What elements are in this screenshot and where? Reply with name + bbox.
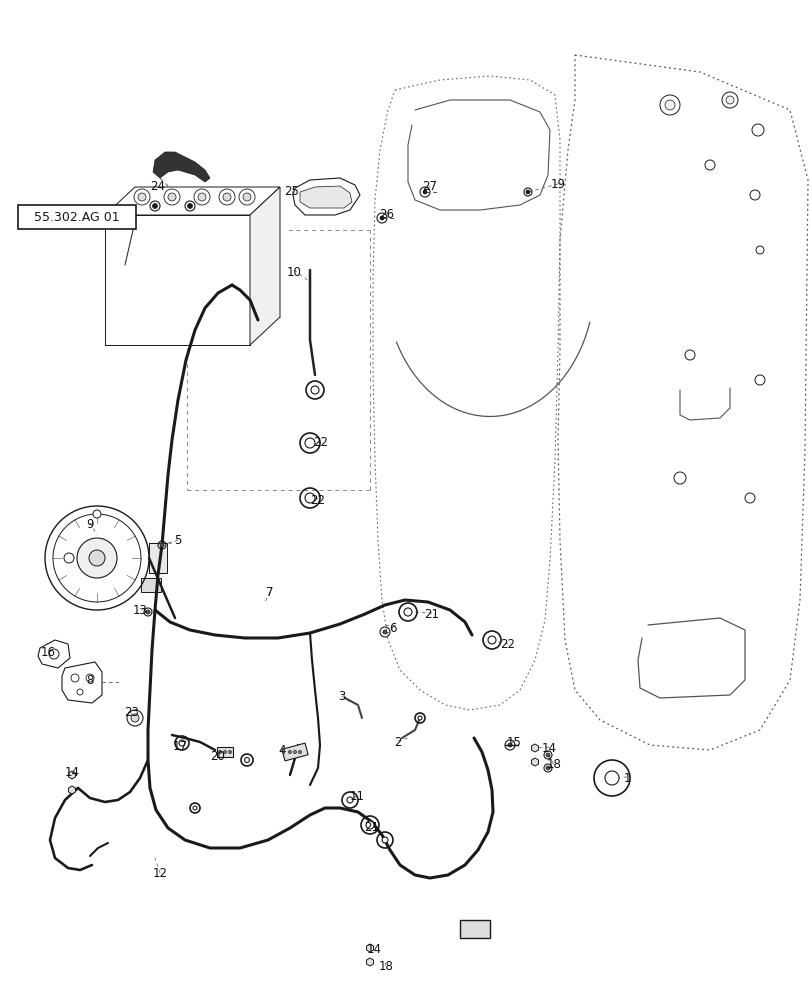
Circle shape: [146, 610, 150, 614]
Circle shape: [160, 543, 164, 547]
Circle shape: [228, 750, 231, 754]
Circle shape: [305, 438, 315, 448]
Circle shape: [346, 797, 353, 803]
Circle shape: [244, 758, 249, 762]
Text: 24: 24: [150, 180, 165, 193]
Circle shape: [311, 386, 319, 394]
Text: 22: 22: [313, 436, 328, 450]
Bar: [18, 205, 135, 229]
Text: 13: 13: [132, 603, 148, 616]
Polygon shape: [105, 215, 250, 345]
Circle shape: [193, 806, 197, 810]
Text: 5: 5: [174, 534, 182, 548]
Circle shape: [418, 716, 422, 720]
Polygon shape: [281, 743, 307, 761]
Text: 12: 12: [152, 867, 167, 880]
Polygon shape: [152, 152, 210, 182]
Text: 18: 18: [378, 960, 393, 973]
Text: 3: 3: [338, 690, 345, 704]
Circle shape: [380, 216, 384, 220]
Text: 18: 18: [546, 758, 560, 772]
Circle shape: [293, 750, 296, 754]
Polygon shape: [217, 747, 233, 757]
Circle shape: [366, 821, 374, 829]
Circle shape: [526, 190, 530, 194]
Polygon shape: [299, 186, 351, 208]
Text: 25: 25: [284, 185, 299, 198]
Text: 11: 11: [349, 790, 364, 803]
Text: 1: 1: [623, 772, 630, 784]
Circle shape: [383, 630, 387, 634]
Polygon shape: [366, 944, 373, 952]
Text: 27: 27: [422, 180, 437, 193]
Text: 22: 22: [500, 638, 515, 652]
Circle shape: [168, 193, 176, 201]
Text: 19: 19: [550, 178, 564, 191]
Circle shape: [89, 550, 105, 566]
Circle shape: [604, 771, 618, 785]
Text: 14: 14: [64, 766, 79, 780]
Text: 55.302.AG 01: 55.302.AG 01: [34, 211, 120, 224]
Text: 2: 2: [394, 735, 401, 748]
Bar: [460, 920, 489, 938]
Circle shape: [545, 766, 549, 770]
Polygon shape: [293, 178, 359, 215]
Circle shape: [218, 750, 221, 754]
Polygon shape: [62, 662, 102, 703]
Text: 14: 14: [366, 943, 381, 956]
Circle shape: [288, 750, 291, 754]
Circle shape: [187, 204, 192, 209]
Polygon shape: [68, 771, 75, 779]
Circle shape: [298, 750, 301, 754]
Text: 21: 21: [424, 607, 439, 620]
Circle shape: [93, 510, 101, 518]
Bar: [141, 578, 161, 592]
Text: 21: 21: [364, 821, 379, 834]
Polygon shape: [531, 758, 538, 766]
Polygon shape: [68, 786, 75, 794]
Circle shape: [487, 636, 496, 644]
Circle shape: [381, 837, 388, 843]
Polygon shape: [250, 187, 280, 345]
Circle shape: [725, 96, 733, 104]
Text: 16: 16: [41, 646, 55, 658]
Circle shape: [178, 740, 185, 746]
Text: 4: 4: [278, 743, 285, 756]
Polygon shape: [38, 640, 70, 668]
Text: 17: 17: [172, 739, 187, 752]
Text: 6: 6: [388, 622, 397, 636]
Text: 15: 15: [506, 735, 521, 748]
Bar: [148, 543, 167, 573]
Circle shape: [545, 753, 549, 757]
Circle shape: [404, 608, 411, 616]
Circle shape: [138, 193, 146, 201]
Circle shape: [664, 100, 674, 110]
Text: 22: 22: [310, 493, 325, 506]
Circle shape: [508, 743, 512, 747]
Circle shape: [305, 493, 315, 503]
Text: 14: 14: [541, 741, 556, 754]
Text: 8: 8: [86, 674, 93, 686]
Polygon shape: [366, 958, 373, 966]
Circle shape: [223, 750, 226, 754]
Circle shape: [77, 538, 117, 578]
Circle shape: [223, 193, 230, 201]
Circle shape: [152, 204, 157, 209]
Polygon shape: [531, 744, 538, 752]
Polygon shape: [105, 187, 280, 215]
Text: 10: 10: [286, 266, 301, 279]
Circle shape: [131, 714, 139, 722]
Text: 23: 23: [124, 706, 139, 719]
Text: 9: 9: [86, 518, 93, 530]
Circle shape: [64, 553, 74, 563]
Text: 26: 26: [379, 208, 394, 221]
Text: 20: 20: [210, 750, 225, 764]
Circle shape: [198, 193, 206, 201]
Circle shape: [242, 193, 251, 201]
Text: 7: 7: [266, 586, 273, 599]
Circle shape: [423, 190, 427, 194]
